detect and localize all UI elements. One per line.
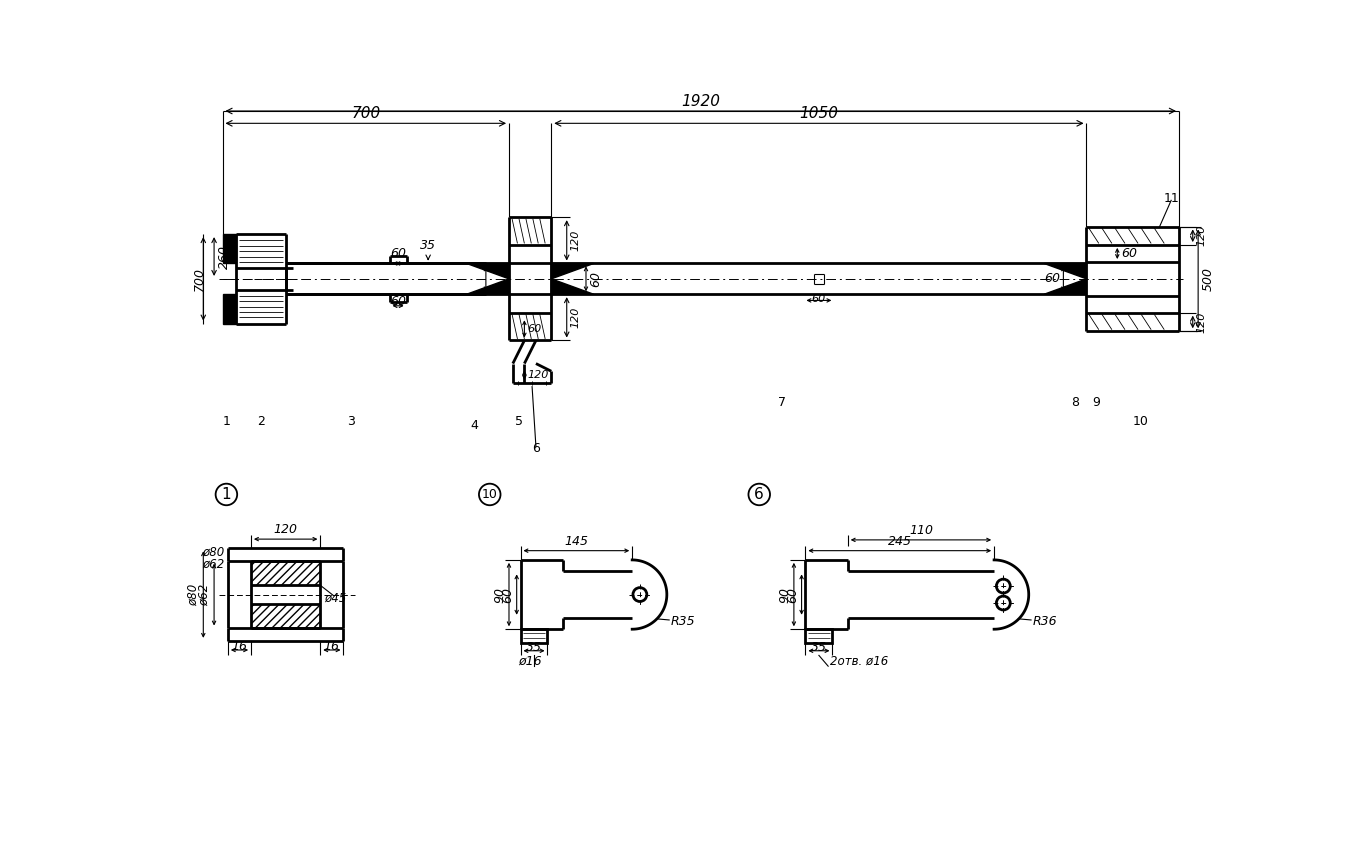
Text: 500: 500 xyxy=(1203,267,1215,291)
Polygon shape xyxy=(467,264,509,279)
Text: ø80: ø80 xyxy=(187,583,201,605)
Text: 60: 60 xyxy=(590,271,602,287)
Text: ø62: ø62 xyxy=(198,583,212,605)
Text: 60: 60 xyxy=(1044,272,1061,286)
Text: R35: R35 xyxy=(670,615,695,628)
Text: 120: 120 xyxy=(1197,311,1207,332)
Polygon shape xyxy=(1044,264,1087,279)
Text: 120: 120 xyxy=(571,230,580,251)
Text: 16: 16 xyxy=(232,640,247,653)
Text: 260: 260 xyxy=(218,244,231,269)
Text: 35: 35 xyxy=(811,641,827,654)
Text: 35: 35 xyxy=(420,239,437,252)
Text: 6: 6 xyxy=(755,487,764,502)
Text: 5: 5 xyxy=(515,415,523,427)
Polygon shape xyxy=(467,279,509,294)
Text: 90: 90 xyxy=(494,587,506,603)
Text: ø80: ø80 xyxy=(202,546,224,559)
Text: 1920: 1920 xyxy=(681,93,721,109)
Text: ø16: ø16 xyxy=(519,655,542,667)
Text: 11: 11 xyxy=(1163,192,1179,204)
Text: 7: 7 xyxy=(778,395,786,409)
Text: 60: 60 xyxy=(501,587,515,603)
Text: 6: 6 xyxy=(532,442,541,455)
Text: R36: R36 xyxy=(1032,615,1058,628)
Text: 1: 1 xyxy=(222,415,231,427)
Polygon shape xyxy=(551,279,594,294)
Bar xyxy=(251,604,321,628)
Polygon shape xyxy=(222,234,236,264)
Text: 3: 3 xyxy=(347,415,355,427)
Text: 2: 2 xyxy=(257,415,265,427)
Text: 2отв. ø16: 2отв. ø16 xyxy=(830,655,889,667)
Text: 4: 4 xyxy=(471,419,478,432)
Polygon shape xyxy=(222,294,236,324)
Text: 60: 60 xyxy=(390,247,407,259)
Text: 120: 120 xyxy=(274,523,298,536)
Bar xyxy=(251,561,321,585)
Text: 60: 60 xyxy=(390,295,407,308)
Text: 700: 700 xyxy=(351,106,381,121)
Text: 10: 10 xyxy=(482,488,498,501)
Text: 120: 120 xyxy=(1197,225,1207,247)
Text: 90: 90 xyxy=(778,587,792,603)
Text: 245: 245 xyxy=(887,534,912,548)
Polygon shape xyxy=(551,264,594,279)
Text: ø62: ø62 xyxy=(202,558,224,571)
Text: 10: 10 xyxy=(1133,415,1148,427)
Text: 60: 60 xyxy=(786,587,800,603)
Polygon shape xyxy=(1044,279,1087,294)
Text: 8: 8 xyxy=(1072,395,1078,409)
Text: 60: 60 xyxy=(812,293,826,304)
Text: 145: 145 xyxy=(564,534,588,548)
Text: 60: 60 xyxy=(527,324,542,334)
Text: 1050: 1050 xyxy=(800,106,838,121)
Text: 60: 60 xyxy=(1121,247,1137,260)
Text: 1: 1 xyxy=(221,487,231,502)
Text: 700: 700 xyxy=(192,267,206,291)
Text: 120: 120 xyxy=(571,307,580,328)
Text: ø45: ø45 xyxy=(325,592,347,605)
Text: 35: 35 xyxy=(526,641,542,654)
Text: 110: 110 xyxy=(909,524,932,537)
Text: 120: 120 xyxy=(527,370,549,380)
Text: 16: 16 xyxy=(324,640,340,653)
Text: 9: 9 xyxy=(1092,395,1100,409)
